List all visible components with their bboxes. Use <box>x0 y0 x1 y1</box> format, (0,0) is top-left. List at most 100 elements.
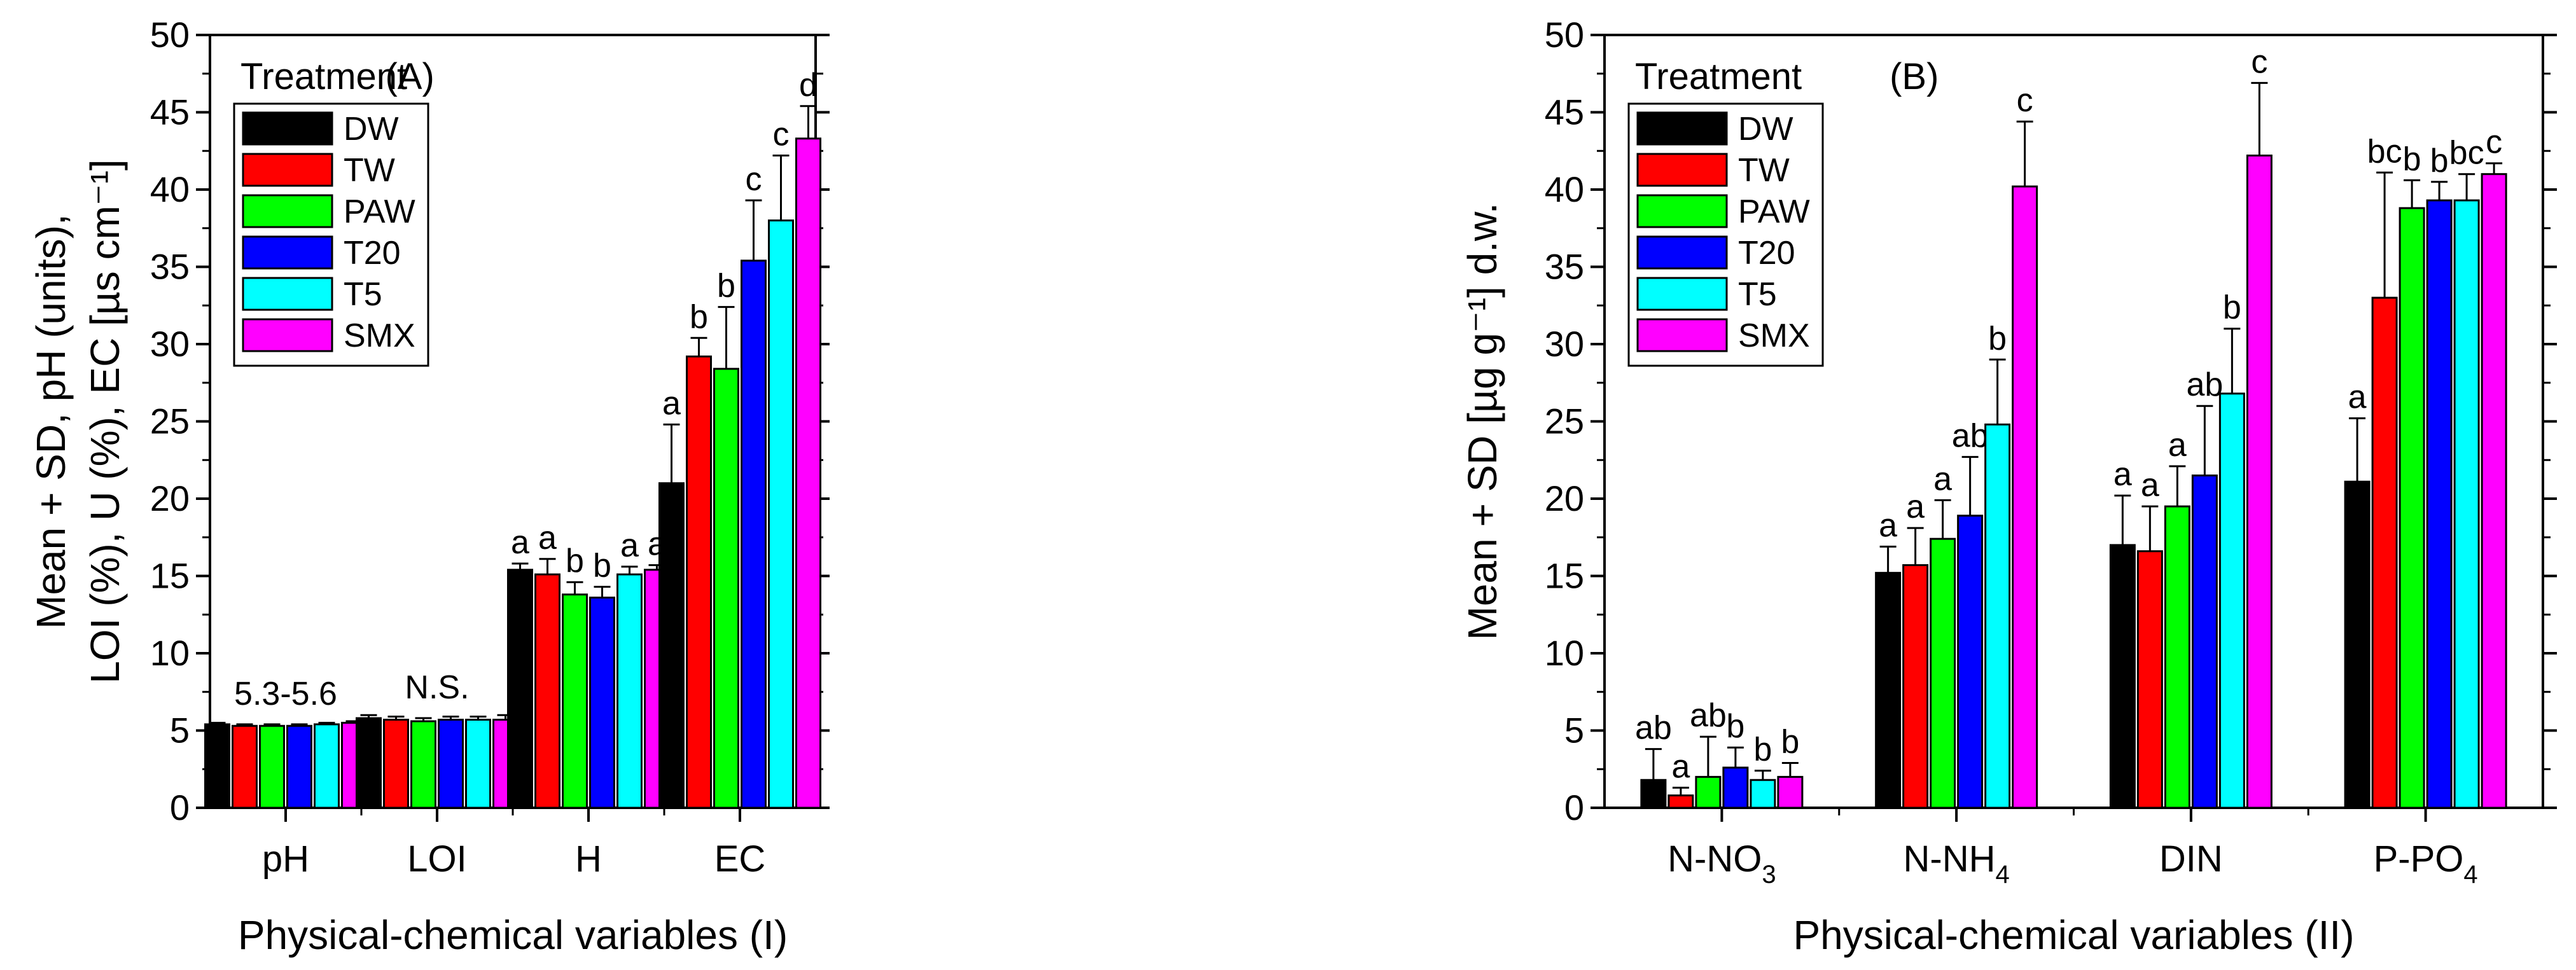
y-tick-label: 45 <box>1545 92 1584 132</box>
bar-t20 <box>286 724 312 809</box>
significance-letter: ab <box>1952 417 1989 454</box>
y-tick-label: 5 <box>1564 710 1584 751</box>
x-tick-label-main: N-NH <box>1904 838 1996 880</box>
bar-dw <box>1640 779 1667 809</box>
significance-letter: d <box>799 67 818 104</box>
bar-tw <box>232 724 258 809</box>
group-annotation: N.S. <box>405 669 469 706</box>
significance-letter: a <box>2113 456 2132 493</box>
x-tick-label-main: N-NO <box>1667 838 1762 880</box>
x-axis-label: Physical-chemical variables (II) <box>1793 912 2354 958</box>
significance-letter: bc <box>2449 135 2484 172</box>
bar-t20 <box>1957 515 1984 809</box>
significance-letter: b <box>717 268 735 305</box>
significance-letter: a <box>620 527 639 564</box>
bar-paw <box>713 368 739 809</box>
legend-swatch-t20 <box>1636 235 1728 270</box>
x-tick-label: N-NO3 <box>1667 838 1776 889</box>
y-tick-label: 10 <box>1545 633 1584 673</box>
y-tick-label: 30 <box>1545 324 1584 364</box>
significance-letter: c <box>773 116 790 153</box>
legend-swatch-t20 <box>242 235 333 270</box>
bar-tw <box>2136 550 2163 809</box>
legend-entry: T5 <box>1738 276 1777 313</box>
legend-swatch-t5 <box>242 277 333 311</box>
bar-t20 <box>438 718 464 809</box>
significance-letter: c <box>2017 82 2033 119</box>
significance-letter: c <box>2486 124 2502 161</box>
bar-t20 <box>2191 475 2218 809</box>
y-axis-label: Mean + SD [µg g⁻¹] d.w. <box>1459 203 1505 641</box>
y-tick-label: 30 <box>150 324 190 364</box>
panel-label: (B) <box>1890 56 1939 97</box>
significance-letter: a <box>2348 379 2367 416</box>
bar-tw <box>2371 296 2398 809</box>
bar-t20 <box>589 597 615 809</box>
x-tick-label-main: P-PO <box>2374 838 2464 880</box>
legend-swatch-tw <box>1636 153 1728 187</box>
group-annotation: 5.3-5.6 <box>234 676 337 712</box>
significance-letter: a <box>1906 488 1925 525</box>
bar-t20 <box>741 260 767 809</box>
bar-paw <box>2164 505 2190 809</box>
y-tick-label: 0 <box>170 787 190 828</box>
bar-smx <box>2012 185 2038 809</box>
bar-tw <box>1902 564 1929 809</box>
bar-t5 <box>1984 423 2011 809</box>
bar-t5 <box>2218 392 2245 809</box>
legend-entry: PAW <box>1738 193 1810 230</box>
x-tick-label: EC <box>714 838 766 880</box>
bar-paw <box>1695 775 1722 809</box>
significance-letter: b <box>593 548 611 585</box>
significance-letter: b <box>690 298 708 335</box>
legend-swatch-dw <box>242 111 333 146</box>
significance-letter: a <box>662 385 681 422</box>
y-tick-label: 35 <box>1545 247 1584 287</box>
y-axis-label: Mean + SD, pH (units), <box>28 214 74 629</box>
legend-entry: SMX <box>344 317 415 354</box>
significance-letter: b <box>566 543 584 579</box>
x-axis-label: Physical-chemical variables (I) <box>238 912 788 958</box>
significance-letter: b <box>1988 320 2007 357</box>
significance-letter: a <box>2168 427 2187 464</box>
y-tick-label: 5 <box>170 710 190 751</box>
y-tick-label: 40 <box>150 169 190 209</box>
legend-entry: TW <box>1738 152 1790 189</box>
x-tick-label-subscript: 3 <box>1762 861 1776 889</box>
legend-entry: T5 <box>344 276 382 313</box>
legend-swatch-smx <box>242 318 333 352</box>
legend-title: Treatment <box>1635 56 1802 97</box>
y-tick-label: 20 <box>1545 478 1584 518</box>
legend-entry: TW <box>344 152 395 189</box>
bar-smx <box>1777 775 1804 809</box>
significance-letter: c <box>2251 43 2267 80</box>
legend-swatch-smx <box>1636 318 1728 352</box>
bar-dw <box>2109 544 2136 809</box>
legend-swatch-tw <box>242 153 333 187</box>
significance-letter: ab <box>1635 710 1672 747</box>
legend-swatch-dw <box>1636 111 1728 146</box>
x-tick-label: pH <box>262 838 309 880</box>
y-tick-label: 15 <box>150 556 190 596</box>
bar-dw <box>356 717 382 809</box>
bar-t5 <box>1750 779 1776 809</box>
panel-label: (A) <box>385 56 434 97</box>
significance-letter: a <box>538 520 557 557</box>
bar-dw <box>2344 480 2371 809</box>
bar-dw <box>1875 572 1902 809</box>
legend-entry: T20 <box>344 235 401 272</box>
bar-t5 <box>768 219 794 809</box>
bar-paw <box>2398 207 2425 809</box>
significance-letter: a <box>1933 461 1952 497</box>
x-tick-label-subscript: 4 <box>1995 861 2009 889</box>
x-tick-label: N-NH4 <box>1904 838 2010 889</box>
y-tick-label: 10 <box>150 633 190 673</box>
y-tick-label: 35 <box>150 247 190 287</box>
legend-entry: PAW <box>344 193 415 230</box>
significance-letter: a <box>511 524 529 561</box>
bar-tw <box>383 718 409 809</box>
x-tick-label: LOI <box>407 838 467 880</box>
